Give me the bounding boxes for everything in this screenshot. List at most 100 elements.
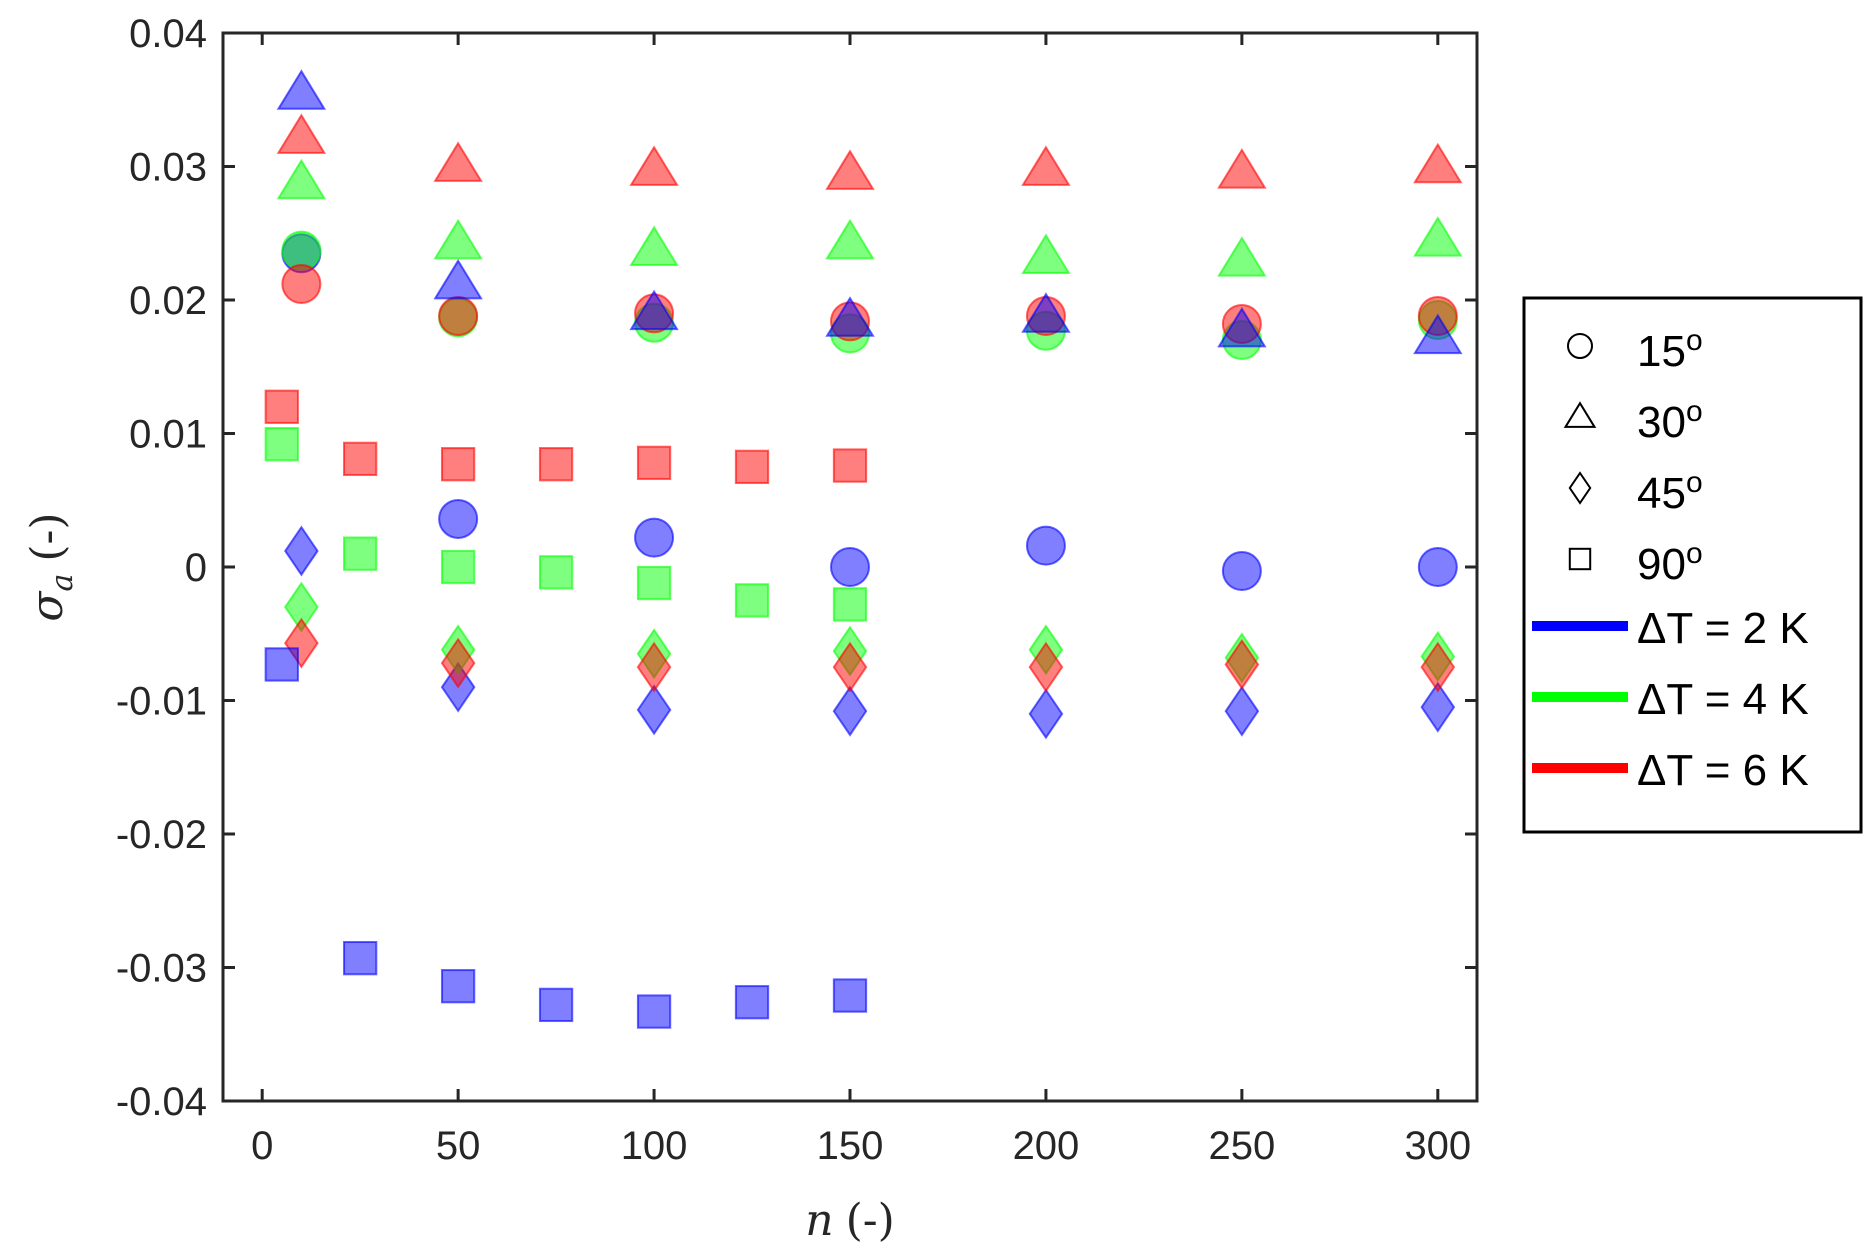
data-point-triangle-3-2 <box>629 289 679 331</box>
legend-diamond-symbol <box>1568 471 1592 505</box>
y-tick-label: 0.01 <box>129 413 207 457</box>
data-point-square-11-6 <box>832 448 868 483</box>
data-point-diamond-6-2 <box>636 684 672 736</box>
y-tick-label: -0.04 <box>116 1080 207 1124</box>
data-point-triangle-5-5 <box>1217 148 1267 189</box>
data-point-square-11-1 <box>343 441 378 477</box>
data-point-square-9-2 <box>440 969 476 1004</box>
data-point-triangle-4-6 <box>1413 216 1463 257</box>
axis-ticks <box>223 31 1477 1103</box>
legend-line-label: ΔT = 6 K <box>1637 746 1809 795</box>
y-axis-label: σa(-) <box>22 512 80 621</box>
data-point-triangle-4-1 <box>433 218 483 260</box>
data-point-triangle-4-3 <box>825 218 875 260</box>
data-point-square-9-4 <box>636 994 672 1029</box>
data-point-triangle-5-3 <box>825 149 875 190</box>
y-tick-label: 0 <box>185 546 207 590</box>
data-point-circle-0-6 <box>1417 547 1458 587</box>
data-point-triangle-4-0 <box>276 158 327 200</box>
y-tick-label: -0.02 <box>116 813 207 857</box>
data-point-square-10-6 <box>832 587 868 622</box>
data-point-square-10-1 <box>343 536 378 571</box>
x-tick-label: 150 <box>817 1124 884 1168</box>
legend-marker-label: 15o <box>1637 324 1703 376</box>
x-axis-label: n (-) <box>805 1195 895 1246</box>
x-tick-label: 0 <box>251 1124 273 1168</box>
data-point-triangle-5-0 <box>276 113 327 154</box>
y-tick-label: -0.01 <box>116 680 207 724</box>
data-point-diamond-6-3 <box>832 685 868 737</box>
data-point-circle-2-0 <box>281 263 322 304</box>
data-point-circle-1-0 <box>281 230 322 271</box>
data-point-diamond-8-1 <box>440 637 476 689</box>
legend-box <box>1522 296 1863 834</box>
legend-triangle-symbol <box>1563 401 1597 428</box>
data-markers <box>264 69 1463 1029</box>
legend: 15o 30o 45o 90o ΔT = 2 K ΔT = 4 K ΔT = 6 K <box>1522 296 1863 834</box>
data-point-square-9-0 <box>264 647 299 682</box>
data-point-circle-0-4 <box>1025 525 1066 566</box>
data-point-diamond-6-5 <box>1224 685 1260 737</box>
data-point-triangle-3-0 <box>276 69 327 110</box>
data-point-triangle-5-2 <box>629 145 679 186</box>
data-point-square-11-0 <box>264 389 299 424</box>
data-point-diamond-8-6 <box>1420 641 1456 693</box>
x-tick-label: 200 <box>1013 1124 1080 1168</box>
y-tick-label: -0.03 <box>116 947 207 991</box>
data-point-diamond-6-4 <box>1028 688 1064 740</box>
data-point-diamond-6-6 <box>1420 681 1456 733</box>
data-point-square-10-0 <box>264 427 299 462</box>
data-point-triangle-4-4 <box>1021 233 1071 275</box>
legend-square-symbol <box>1568 547 1592 571</box>
data-point-diamond-8-4 <box>1028 641 1064 693</box>
y-tick-label: 0.02 <box>129 279 207 323</box>
tick-labels: 0 50 100 150 200 250 300 -0.04 -0.03 -0.02 -0.01 0 0… <box>116 12 1471 1168</box>
legend-line-label: ΔT = 2 K <box>1637 604 1809 653</box>
legend-marker-label: 45o <box>1637 466 1703 518</box>
data-point-square-10-2 <box>440 549 476 585</box>
data-point-triangle-3-3 <box>825 296 875 337</box>
data-point-square-11-4 <box>636 445 672 481</box>
legend-line-label: ΔT = 4 K <box>1637 675 1809 724</box>
data-point-circle-0-1 <box>438 498 479 539</box>
data-point-triangle-4-5 <box>1217 236 1267 277</box>
data-point-square-10-4 <box>636 565 672 601</box>
data-point-diamond-6-0 <box>284 525 319 577</box>
data-point-square-9-5 <box>734 985 770 1020</box>
data-point-diamond-8-2 <box>636 641 672 693</box>
data-point-circle-0-2 <box>634 517 675 558</box>
data-point-square-9-1 <box>343 941 378 976</box>
x-tick-label: 300 <box>1404 1124 1471 1168</box>
data-point-triangle-3-4 <box>1021 292 1071 333</box>
data-point-diamond-8-5 <box>1224 638 1260 690</box>
data-point-square-11-3 <box>538 447 574 482</box>
y-tick-label: 0.03 <box>129 146 207 190</box>
data-point-square-11-2 <box>440 447 476 482</box>
data-point-triangle-3-1 <box>433 258 483 300</box>
data-point-triangle-5-1 <box>433 141 483 182</box>
data-point-triangle-3-5 <box>1217 306 1267 348</box>
legend-marker-label: 90o <box>1637 537 1703 589</box>
data-point-square-9-3 <box>538 987 574 1023</box>
legend-items: 15o 30o 45o 90o ΔT = 2 K ΔT = 4 K ΔT = 6 K <box>1532 324 1809 795</box>
x-tick-label: 50 <box>436 1124 481 1168</box>
data-point-triangle-5-4 <box>1021 145 1071 186</box>
data-point-triangle-3-6 <box>1413 313 1463 355</box>
data-point-square-10-5 <box>734 583 770 618</box>
data-point-circle-0-5 <box>1221 551 1262 592</box>
legend-circle-symbol <box>1567 333 1593 359</box>
data-point-circle-2-1 <box>438 296 479 337</box>
x-tick-label: 250 <box>1209 1124 1276 1168</box>
x-tick-label: 100 <box>621 1124 688 1168</box>
data-point-square-11-5 <box>734 449 770 485</box>
legend-marker-label: 30o <box>1637 395 1703 447</box>
data-point-diamond-8-0 <box>284 617 319 669</box>
data-point-square-9-6 <box>832 978 868 1013</box>
y-tick-label: 0.04 <box>129 12 207 56</box>
data-point-circle-0-3 <box>830 547 870 587</box>
data-point-diamond-8-3 <box>832 641 868 693</box>
data-point-triangle-4-2 <box>629 225 679 267</box>
data-point-square-10-3 <box>538 555 574 590</box>
data-point-triangle-5-6 <box>1413 142 1463 184</box>
